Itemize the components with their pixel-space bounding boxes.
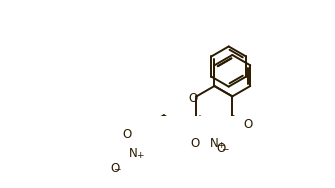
Text: O: O (216, 143, 225, 155)
Text: O: O (110, 161, 119, 174)
Text: O: O (189, 92, 198, 105)
Text: +: + (217, 141, 225, 150)
Text: −: − (221, 144, 228, 153)
Text: O: O (243, 118, 252, 131)
Text: −: − (113, 164, 121, 173)
Text: +: + (136, 151, 144, 160)
Text: N: N (129, 147, 138, 160)
Text: N: N (210, 137, 219, 150)
Text: O: O (123, 128, 132, 141)
Text: O: O (191, 137, 200, 150)
